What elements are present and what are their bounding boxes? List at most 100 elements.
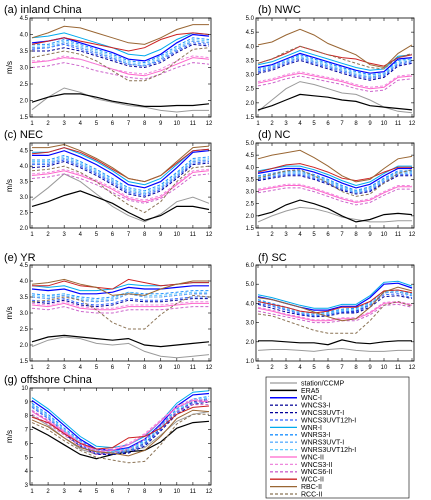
series-line-wnc-ii	[31, 57, 210, 77]
y-tick-label: 1.5	[20, 359, 29, 365]
x-tick-label: 10	[173, 489, 180, 495]
x-tick-label: 9	[368, 365, 372, 371]
series-line-wncs6-ii	[257, 303, 413, 324]
series-line-wnc-i	[32, 150, 210, 189]
series-line-wnc-ii	[257, 185, 412, 204]
series-line-wcc-ii	[257, 163, 412, 182]
y-tick-label: 7	[25, 428, 29, 434]
x-tick-label: 8	[354, 232, 358, 238]
x-tick-label: 4	[79, 489, 83, 495]
y-tick-label: 3.0	[246, 321, 255, 327]
series-line-wnc-ii	[31, 170, 210, 203]
y-tick-label: 5	[25, 455, 29, 461]
x-tick-label: 6	[326, 232, 330, 238]
series-line-wncs3-ii	[32, 55, 210, 75]
x-tick-label: 4	[79, 365, 83, 371]
y-tick-label: 2.5	[246, 87, 255, 93]
x-tick-label: 2	[46, 121, 50, 127]
x-tick-label: 5	[312, 121, 316, 127]
series-line-wnrs3uvt-i	[257, 57, 413, 78]
x-tick-label: 3	[284, 232, 288, 238]
series-line-wncs3uvt-i	[32, 43, 210, 69]
series-line-wncs3-ii	[31, 398, 210, 451]
x-tick-label: 7	[340, 232, 344, 238]
y-tick-label: 3.0	[20, 195, 29, 201]
x-tick-label: 6	[111, 121, 115, 127]
series-line-wncs3uvt-i	[257, 175, 412, 195]
series-line-wncs6-ii	[31, 404, 209, 456]
panel-6: (f) SC1.02.03.04.05.06.01 2 3 4 5 6 7 8 9 10 11 12	[246, 252, 416, 371]
x-tick-label: 8	[354, 121, 358, 127]
y-tick-label: 2.0	[20, 343, 29, 349]
series-line-rcc-ii	[31, 47, 210, 82]
y-axis-label: m/s	[5, 307, 14, 320]
x-tick-label: 5	[95, 121, 99, 127]
y-tick-label: 3.5	[20, 49, 29, 55]
series-line-wnc-ii	[31, 399, 210, 453]
panel-title: (e) YR	[4, 252, 36, 264]
y-axis-label: m/s	[5, 430, 14, 443]
series-line-rbc-ii	[32, 143, 210, 183]
series-line-wncs3uvt-i	[257, 59, 413, 81]
series-line-rcc-ii	[31, 294, 210, 330]
legend-label: RBC-II	[301, 484, 322, 491]
x-tick-label: 9	[159, 489, 163, 495]
legend-label: station/CCMP	[301, 380, 345, 387]
series-line-wnc-ii	[257, 72, 413, 90]
panel-title: (c) NEC	[4, 129, 43, 141]
y-tick-label: 2.5	[20, 211, 29, 217]
x-tick-label: 9	[368, 232, 372, 238]
legend-label: RCC-II	[301, 491, 322, 498]
series-line-era5	[31, 93, 210, 108]
series-line-era5	[31, 190, 210, 221]
x-tick-label: 4	[79, 232, 83, 238]
legend-label: WNCS3-I	[301, 403, 331, 410]
x-tick-label: 1	[30, 121, 34, 127]
x-tick-label: 3	[63, 232, 67, 238]
y-tick-label: 3	[25, 483, 29, 489]
legend-label: WNCS6-II	[301, 469, 333, 476]
legend-label: WCC-II	[301, 477, 324, 484]
series-line-wnc-ii	[31, 302, 209, 311]
y-tick-label: 1.5	[246, 115, 255, 121]
x-tick-label: 9	[368, 121, 372, 127]
x-tick-label: 10	[381, 232, 388, 238]
series-line-wnrs3uvt-i	[32, 40, 210, 67]
y-tick-label: 6	[25, 441, 29, 447]
y-tick-label: 1.5	[246, 226, 255, 232]
series-line-rcc-ii	[31, 413, 209, 464]
series-line-era5	[31, 420, 210, 460]
series-line-wnc-ii	[257, 301, 413, 322]
x-tick-label: 2	[270, 365, 274, 371]
series-line-wnrs3uvt-i	[32, 157, 210, 195]
x-tick-label: 8	[354, 365, 358, 371]
series-line-wnrs3-i	[31, 395, 210, 452]
panel-title: (b) NWC	[258, 4, 301, 16]
series-line-station-ccmp	[31, 87, 209, 113]
series-line-rbc-ii	[257, 28, 413, 69]
x-tick-label: 7	[127, 489, 131, 495]
x-tick-label: 11	[395, 365, 402, 371]
y-tick-label: 4.0	[246, 165, 255, 171]
x-tick-label: 3	[63, 121, 67, 127]
x-tick-label: 6	[326, 121, 330, 127]
x-tick-label: 2	[46, 365, 50, 371]
series-group	[31, 390, 210, 464]
x-tick-label: 3	[63, 365, 67, 371]
legend-label: WNRS3UVT-I	[301, 440, 344, 447]
series-line-era5	[31, 334, 210, 348]
y-tick-label: 6.0	[246, 263, 255, 269]
y-tick-label: 3.0	[20, 66, 29, 72]
x-tick-label: 1	[30, 232, 34, 238]
series-line-rcc-ii	[257, 300, 413, 334]
series-line-wncs3uvt-i	[31, 298, 209, 308]
x-tick-label: 8	[143, 232, 147, 238]
series-group	[257, 280, 413, 352]
series-line-rcc-ii	[257, 169, 413, 197]
y-tick-label: 8	[25, 414, 29, 420]
x-tick-label: 2	[270, 232, 274, 238]
x-tick-label: 3	[284, 365, 288, 371]
series-line-station-ccmp	[31, 173, 210, 223]
x-tick-label: 7	[127, 121, 131, 127]
